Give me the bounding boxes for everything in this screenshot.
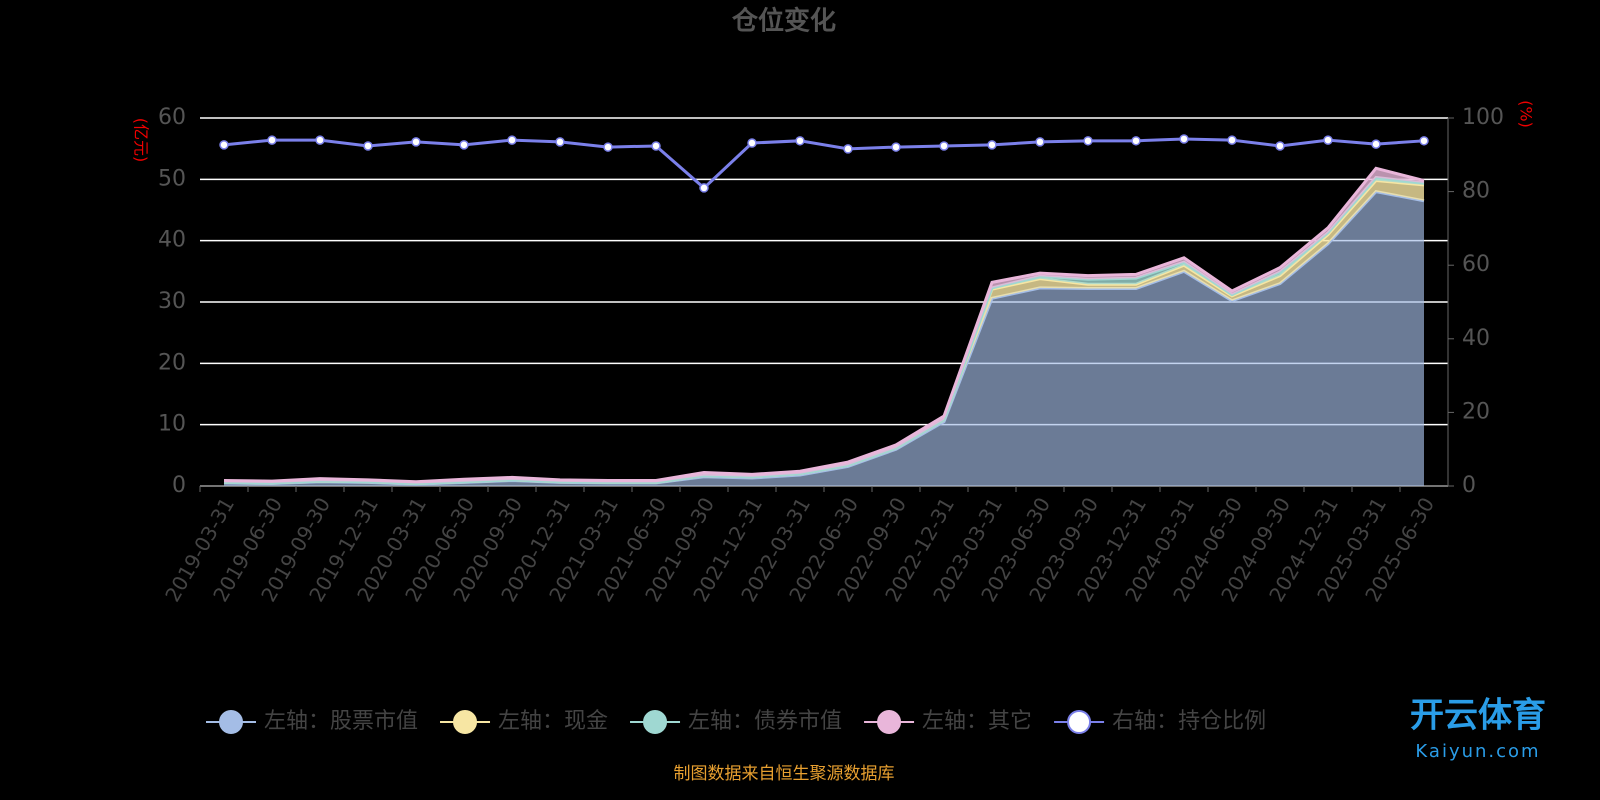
point: [843, 144, 853, 154]
legend-item[interactable]: 左轴：现金: [440, 709, 608, 734]
watermark-name: 开云体育: [1410, 696, 1546, 736]
point: [1419, 136, 1429, 146]
point: [1227, 135, 1237, 145]
y2-tick-label: 60: [1462, 252, 1490, 277]
point: [363, 141, 373, 151]
point: [1083, 136, 1093, 146]
point: [1371, 139, 1381, 149]
legend-item[interactable]: 右轴：持仓比例: [1054, 709, 1266, 734]
legend-item[interactable]: 左轴：债券市值: [630, 709, 842, 734]
point: [1179, 134, 1189, 144]
y-tick-label: 50: [158, 166, 186, 191]
y-tick-label: 40: [158, 228, 186, 253]
watermark-url: Kaiyun.com: [1415, 741, 1540, 762]
legend-label: 左轴：股票市值: [264, 709, 418, 734]
point: [1131, 136, 1141, 146]
legend-marker: [219, 710, 243, 734]
legend-label: 左轴：债券市值: [688, 709, 842, 734]
point: [795, 136, 805, 146]
legend-item[interactable]: 左轴：其它: [864, 709, 1032, 734]
point: [747, 138, 757, 148]
legend-marker: [643, 710, 668, 734]
y2-tick-label: 100: [1462, 105, 1504, 130]
chart-title: 仓位变化: [731, 6, 836, 37]
y-tick-label: 10: [158, 412, 186, 437]
point: [699, 183, 709, 193]
y-tick-label: 20: [158, 350, 186, 375]
point: [1275, 141, 1285, 151]
point: [603, 142, 613, 152]
point: [459, 140, 469, 150]
y2-tick-label: 20: [1462, 399, 1490, 424]
y-tick-label: 60: [158, 105, 186, 130]
legend-label: 右轴：持仓比例: [1112, 709, 1266, 734]
point: [939, 141, 949, 151]
y2-axis-label: (%): [1517, 100, 1536, 128]
legend-marker: [877, 710, 902, 734]
legend-marker: [1067, 710, 1092, 734]
y2-tick-label: 80: [1462, 179, 1490, 204]
area: [224, 191, 1424, 486]
y-tick-label: 0: [172, 473, 186, 498]
point: [1035, 137, 1045, 147]
point: [555, 137, 565, 147]
y-tick-label: 30: [158, 289, 186, 314]
point: [651, 141, 661, 151]
legend-item[interactable]: 左轴：股票市值: [206, 709, 418, 734]
point: [1323, 135, 1333, 145]
y-axis-label: (亿元): [132, 118, 151, 163]
point: [507, 135, 517, 145]
source-note: 制图数据来自恒生聚源数据库: [674, 764, 895, 784]
y2-tick-label: 40: [1462, 326, 1490, 351]
point: [219, 140, 229, 150]
line: [223, 137, 1425, 190]
y2-tick-label: 0: [1462, 473, 1476, 498]
legend-label: 左轴：现金: [498, 709, 608, 734]
point: [891, 142, 901, 152]
point: [315, 135, 325, 145]
point: [987, 140, 997, 150]
area-edge: [223, 166, 1425, 484]
point: [411, 137, 421, 147]
legend-label: 左轴：其它: [922, 709, 1032, 734]
point: [267, 135, 277, 145]
legend-marker: [453, 710, 478, 734]
